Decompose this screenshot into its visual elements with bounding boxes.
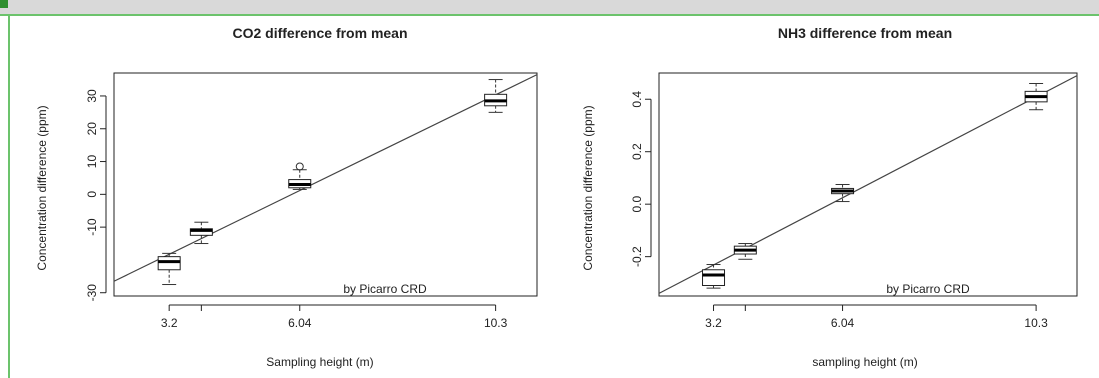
nh3-chart: NH3 difference from mean sampling height… [581, 25, 1078, 369]
co2-x-tick-label: 10.3 [484, 316, 508, 330]
co2-fit-line [113, 74, 538, 282]
corner-marker [0, 0, 8, 8]
co2-chart-title: CO2 difference from mean [232, 25, 407, 41]
co2-y-axis-label: Concentration difference (ppm) [35, 105, 49, 270]
nh3-x-tick-label: 10.3 [1024, 316, 1048, 330]
top-bar [0, 0, 1099, 16]
co2-box [189, 228, 213, 236]
co2-y-tick-label: 10 [85, 155, 99, 169]
nh3-x-tick-label: 6.04 [831, 316, 855, 330]
nh3-y-tick-label: 0.2 [630, 143, 644, 160]
nh3-fit-line [658, 75, 1078, 294]
nh3-y-tick-label: 0.0 [630, 196, 644, 213]
nh3-x-axis-label: sampling height (m) [812, 355, 917, 369]
co2-box [157, 256, 181, 271]
co2-x-tick-label: 3.2 [161, 316, 178, 330]
co2-chart: CO2 difference from mean Sampling height… [35, 25, 538, 369]
co2-x-axis-label: Sampling height (m) [266, 355, 373, 369]
co2-x-tick-label: 6.04 [288, 316, 312, 330]
nh3-annotation: by Picarro CRD [886, 282, 970, 296]
co2-y-tick-label: 30 [85, 89, 99, 103]
co2-y-tick-label: 0 [85, 191, 99, 198]
nh3-y-tick-label: 0.4 [630, 91, 644, 108]
co2-y-tick-label: -30 [85, 284, 99, 302]
co2-box-outlier [295, 162, 304, 171]
nh3-y-axis-label: Concentration difference (ppm) [581, 105, 595, 270]
figure-canvas: CO2 difference from mean Sampling height… [35, 25, 1078, 369]
co2-annotation: by Picarro CRD [343, 282, 427, 296]
co2-plot-frame [113, 72, 538, 297]
nh3-box [702, 269, 726, 287]
nh3-y-tick-label: -0.2 [630, 246, 644, 267]
figure-panel [8, 14, 1099, 378]
nh3-plot-frame [658, 72, 1078, 297]
co2-y-tick-label: -10 [85, 218, 99, 236]
nh3-x-tick-label: 3.2 [705, 316, 722, 330]
co2-y-tick-label: 20 [85, 122, 99, 136]
nh3-chart-title: NH3 difference from mean [778, 25, 952, 41]
